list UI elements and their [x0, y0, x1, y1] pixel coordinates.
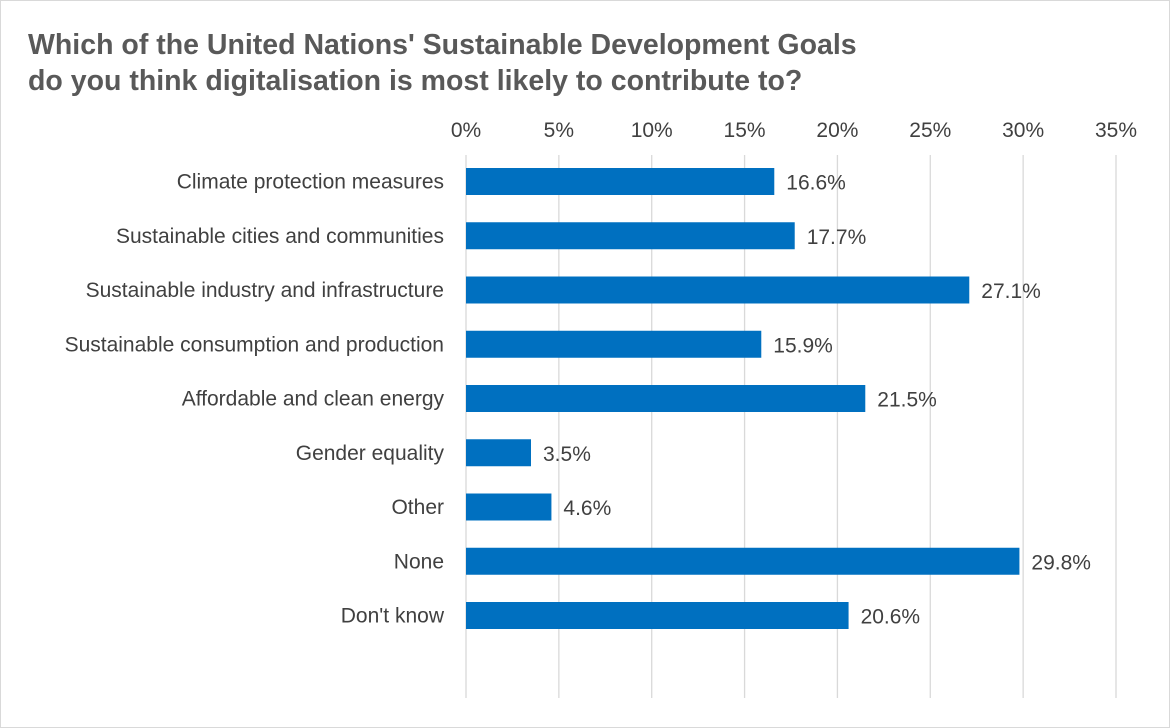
data-label: 21.5% [877, 389, 937, 412]
x-tick-label: 5% [544, 119, 574, 142]
chart-title: Which of the United Nations' Sustainable… [28, 27, 1128, 99]
bar [466, 168, 775, 195]
data-label: 15.9% [773, 334, 833, 357]
category-label: Don't know [341, 605, 445, 628]
category-label: Other [391, 496, 444, 519]
bar [466, 222, 795, 250]
data-label: 16.6% [786, 172, 846, 195]
x-tick-label: 15% [724, 119, 766, 142]
bar [466, 547, 1020, 575]
x-axis-tick-labels: 0% 5% 10% 15% 20% 25% 30% 35% [451, 119, 1137, 142]
data-labels: 16.6% 17.7% 27.1% 15.9% 21.5% 3.5% 4.6% 29.8% 20… [543, 172, 1091, 629]
bar [466, 493, 552, 521]
category-labels: Climate protection measures Sustainable c… [65, 171, 445, 628]
x-tick-label: 10% [631, 119, 673, 142]
chart-title-line-2: do you think digitalisation is most like… [28, 65, 803, 97]
x-tick-label: 30% [1002, 119, 1044, 142]
bar [466, 439, 531, 467]
category-label: Climate protection measures [177, 171, 444, 194]
data-label: 29.8% [1031, 551, 1091, 574]
data-label: 27.1% [981, 280, 1041, 303]
data-label: 20.6% [861, 606, 921, 629]
x-tick-label: 35% [1095, 119, 1137, 142]
category-label: None [394, 550, 444, 573]
data-label: 17.7% [807, 226, 867, 249]
x-tick-label: 25% [909, 119, 951, 142]
bar [466, 602, 849, 629]
bars [466, 168, 1020, 629]
category-label: Sustainable cities and communities [116, 225, 444, 248]
category-label: Sustainable industry and infrastructure [86, 279, 444, 302]
category-label: Affordable and clean energy [182, 388, 445, 411]
bar [466, 385, 866, 412]
x-tick-label: 20% [816, 119, 858, 142]
x-tick-label: 0% [451, 119, 481, 142]
category-label: Gender equality [296, 442, 445, 465]
data-label: 3.5% [543, 443, 591, 466]
bar [466, 276, 970, 304]
data-label: 4.6% [563, 497, 611, 520]
chart-title-line-1: Which of the United Nations' Sustainable… [28, 29, 857, 61]
category-label: Sustainable consumption and production [65, 333, 444, 356]
bar [466, 330, 762, 358]
